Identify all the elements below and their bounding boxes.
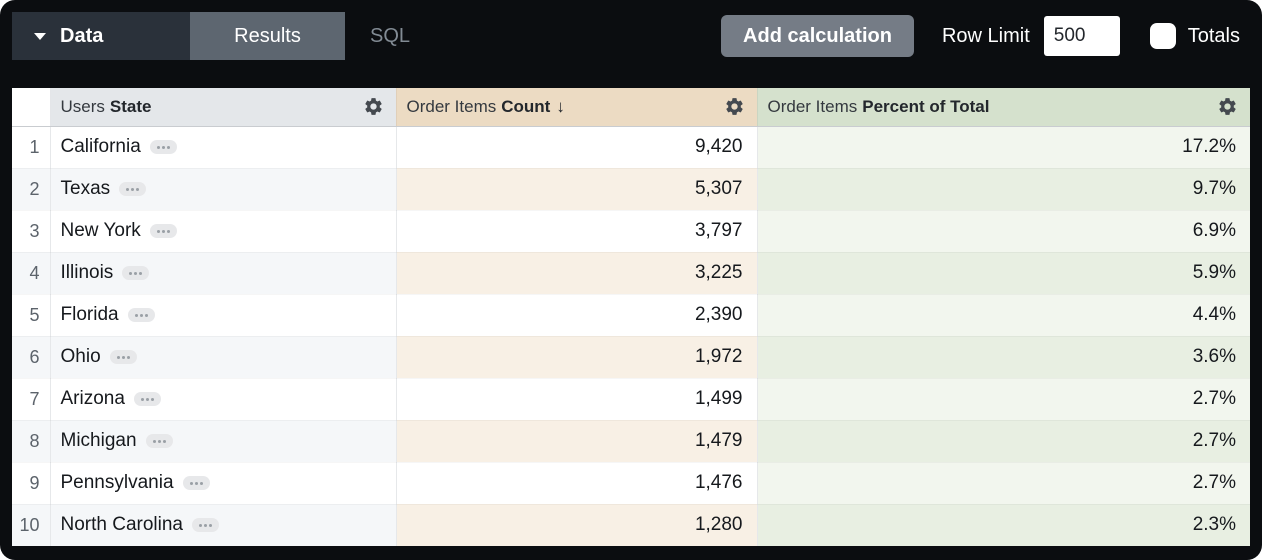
- row-number: 7: [12, 378, 51, 420]
- column-field-label: State: [109, 96, 152, 116]
- table-row: 10 North Carolina 1,280 2.3%: [12, 504, 1250, 546]
- cell-percent[interactable]: 2.7%: [757, 378, 1250, 420]
- data-section-toggle[interactable]: Data: [12, 12, 190, 60]
- cell-state[interactable]: Illinois: [50, 252, 397, 294]
- column-header-order-items-count[interactable]: Order Items Count ↓: [396, 88, 758, 127]
- column-header-order-items-percent-of-total[interactable]: Order Items Percent of Total: [757, 88, 1250, 127]
- gear-icon[interactable]: [1217, 96, 1238, 117]
- cell-percent[interactable]: 9.7%: [757, 168, 1250, 210]
- column-view-label: Order Items: [767, 96, 858, 116]
- cell-count[interactable]: 1,476: [396, 462, 758, 504]
- cell-percent[interactable]: 6.9%: [757, 210, 1250, 252]
- results-table: Users State Order Items Count ↓: [12, 88, 1250, 546]
- row-number: 3: [12, 210, 51, 252]
- table-row: 3 New York 3,797 6.9%: [12, 210, 1250, 252]
- results-table-container: Users State Order Items Count ↓: [12, 88, 1250, 546]
- cell-count[interactable]: 3,797: [396, 210, 758, 252]
- cell-percent[interactable]: 4.4%: [757, 294, 1250, 336]
- row-number-header: [12, 88, 51, 127]
- cell-actions-ellipsis[interactable]: [145, 434, 173, 448]
- table-row: 4 Illinois 3,225 5.9%: [12, 252, 1250, 294]
- cell-state[interactable]: Florida: [50, 294, 397, 336]
- cell-state[interactable]: Ohio: [50, 336, 397, 378]
- cell-count[interactable]: 9,420: [396, 126, 758, 168]
- row-number: 10: [12, 504, 51, 546]
- column-header-users-state[interactable]: Users State: [50, 88, 397, 127]
- column-view-label: Order Items: [406, 96, 497, 116]
- cell-count[interactable]: 2,390: [396, 294, 758, 336]
- row-limit-input[interactable]: [1043, 16, 1120, 56]
- cell-percent[interactable]: 5.9%: [757, 252, 1250, 294]
- cell-actions-ellipsis[interactable]: [192, 518, 219, 532]
- cell-percent[interactable]: 2.3%: [757, 504, 1250, 546]
- cell-count[interactable]: 5,307: [396, 168, 758, 210]
- row-number: 6: [12, 336, 51, 378]
- cell-state[interactable]: North Carolina: [50, 504, 397, 546]
- cell-state[interactable]: Pennsylvania: [50, 462, 397, 504]
- data-section-label: Data: [60, 24, 104, 47]
- row-number: 8: [12, 420, 51, 462]
- row-number: 4: [12, 252, 51, 294]
- sort-desc-icon: ↓: [556, 96, 565, 116]
- cell-percent[interactable]: 2.7%: [757, 462, 1250, 504]
- header-row: Users State Order Items Count ↓: [12, 88, 1250, 127]
- cell-actions-ellipsis[interactable]: [182, 476, 210, 490]
- cell-actions-ellipsis[interactable]: [109, 350, 137, 364]
- table-row: 5 Florida 2,390 4.4%: [12, 294, 1250, 336]
- cell-state[interactable]: New York: [50, 210, 397, 252]
- table-row: 8 Michigan 1,479 2.7%: [12, 420, 1250, 462]
- cell-state[interactable]: California: [50, 126, 397, 168]
- cell-percent[interactable]: 2.7%: [757, 420, 1250, 462]
- cell-percent[interactable]: 3.6%: [757, 336, 1250, 378]
- table-row: 2 Texas 5,307 9.7%: [12, 168, 1250, 210]
- caret-down-icon: [34, 32, 46, 40]
- gear-icon[interactable]: [363, 96, 384, 117]
- cell-state[interactable]: Arizona: [50, 378, 397, 420]
- row-number: 9: [12, 462, 51, 504]
- cell-percent[interactable]: 17.2%: [757, 126, 1250, 168]
- totals-checkbox[interactable]: [1149, 23, 1176, 49]
- cell-actions-ellipsis[interactable]: [119, 182, 147, 196]
- cell-state[interactable]: Texas: [50, 168, 397, 210]
- row-limit-label: Row Limit: [941, 24, 1030, 47]
- add-calculation-button[interactable]: Add calculation: [721, 15, 914, 57]
- row-number: 5: [12, 294, 51, 336]
- cell-actions-ellipsis[interactable]: [122, 266, 150, 280]
- cell-state[interactable]: Michigan: [50, 420, 397, 462]
- gear-icon[interactable]: [724, 96, 745, 117]
- row-number: 2: [12, 168, 51, 210]
- table-row: 7 Arizona 1,499 2.7%: [12, 378, 1250, 420]
- table-row: 6 Ohio 1,972 3.6%: [12, 336, 1250, 378]
- column-field-label: Count: [501, 96, 551, 116]
- table-row: 9 Pennsylvania 1,476 2.7%: [12, 462, 1250, 504]
- cell-actions-ellipsis[interactable]: [149, 224, 177, 238]
- column-field-label: Percent of Total: [862, 96, 990, 116]
- column-view-label: Users: [60, 96, 105, 116]
- cell-count[interactable]: 1,972: [396, 336, 758, 378]
- topbar: Data Results SQL Add calculation Row Lim…: [0, 0, 1262, 72]
- tab-sql[interactable]: SQL: [369, 24, 411, 47]
- cell-count[interactable]: 1,280: [396, 504, 758, 546]
- cell-actions-ellipsis[interactable]: [133, 392, 161, 406]
- cell-count[interactable]: 1,479: [396, 420, 758, 462]
- cell-actions-ellipsis[interactable]: [127, 308, 155, 322]
- tab-results[interactable]: Results: [190, 12, 345, 60]
- row-number: 1: [12, 126, 51, 168]
- totals-label[interactable]: Totals: [1187, 24, 1240, 47]
- cell-actions-ellipsis[interactable]: [149, 140, 177, 154]
- table-row: 1 California 9,420 17.2%: [12, 126, 1250, 168]
- cell-count[interactable]: 3,225: [396, 252, 758, 294]
- cell-count[interactable]: 1,499: [396, 378, 758, 420]
